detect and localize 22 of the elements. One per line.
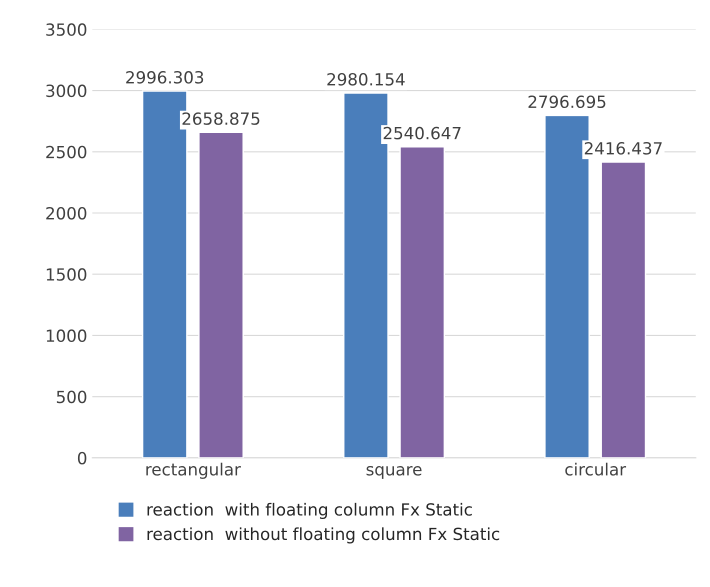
bar (399, 146, 446, 458)
legend-label: reaction without floating column Fx Static (148, 527, 500, 544)
data-label: 2796.695 (528, 95, 606, 108)
data-label: 2980.154 (327, 72, 405, 86)
y-tick-label: 1000 (46, 329, 86, 342)
y-tick-label: 3500 (46, 23, 86, 36)
x-tick-label: circular (565, 462, 626, 476)
y-tick-label: 3000 (46, 84, 86, 98)
bar (600, 161, 646, 458)
bar (198, 132, 244, 458)
y-tick-label: 500 (56, 390, 86, 404)
data-label: 2658.875 (182, 112, 260, 125)
data-label: 2416.437 (584, 142, 662, 155)
y-tick-label: 0 (78, 452, 86, 464)
y-tick-label: 2500 (46, 146, 86, 158)
y-tick-label: 1500 (46, 268, 86, 281)
y-tick-label: 2000 (46, 206, 86, 220)
data-label: 2540.647 (384, 126, 461, 140)
x-tick-label: square (366, 466, 422, 479)
data-label: 2996.303 (126, 71, 204, 84)
x-tick-label: rectangular (146, 462, 241, 479)
legend-label: reaction with floating column Fx Static (148, 502, 472, 519)
